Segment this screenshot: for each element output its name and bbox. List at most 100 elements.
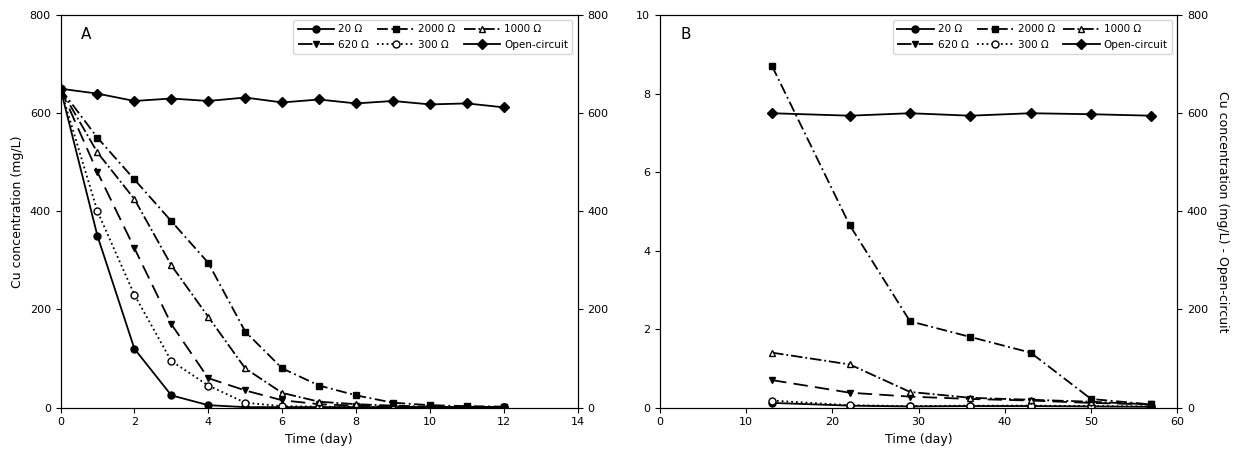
Open-circuit: [423, 101, 438, 107]
Open-circuit: [348, 101, 363, 106]
1000 Ω: [903, 389, 918, 395]
Text: A: A: [81, 27, 92, 42]
620 Ω: [963, 396, 978, 402]
620 Ω: [348, 403, 363, 409]
Open-circuit: [496, 105, 511, 110]
1000 Ω: [53, 86, 68, 91]
Line: 620 Ω: 620 Ω: [769, 377, 1154, 408]
X-axis label: Time (day): Time (day): [885, 433, 952, 446]
20 Ω: [311, 404, 326, 410]
300 Ω: [1084, 403, 1099, 409]
300 Ω: [496, 404, 511, 410]
620 Ω: [238, 388, 253, 393]
1000 Ω: [91, 150, 105, 155]
1000 Ω: [1023, 397, 1038, 403]
300 Ω: [201, 383, 216, 388]
Line: Open-circuit: Open-circuit: [769, 110, 1154, 119]
20 Ω: [963, 403, 978, 409]
1000 Ω: [1084, 399, 1099, 404]
620 Ω: [126, 245, 141, 251]
Line: 20 Ω: 20 Ω: [57, 85, 507, 410]
20 Ω: [91, 233, 105, 239]
Open-circuit: [386, 98, 401, 104]
300 Ω: [963, 403, 978, 409]
1000 Ω: [460, 404, 475, 410]
1000 Ω: [275, 390, 290, 396]
2000 Ω: [496, 404, 511, 409]
2000 Ω: [386, 400, 401, 405]
620 Ω: [842, 390, 857, 395]
20 Ω: [460, 404, 475, 410]
Line: 620 Ω: 620 Ω: [57, 85, 507, 410]
300 Ω: [1023, 403, 1038, 409]
Open-circuit: [1023, 111, 1038, 116]
Open-circuit: [1084, 112, 1099, 117]
620 Ω: [423, 404, 438, 410]
620 Ω: [765, 377, 780, 383]
20 Ω: [1084, 404, 1099, 409]
2000 Ω: [842, 223, 857, 228]
Line: Open-circuit: Open-circuit: [57, 85, 507, 111]
20 Ω: [1023, 403, 1038, 409]
2000 Ω: [238, 329, 253, 335]
2000 Ω: [201, 260, 216, 266]
1000 Ω: [348, 401, 363, 407]
300 Ω: [311, 404, 326, 409]
620 Ω: [1084, 400, 1099, 406]
20 Ω: [275, 404, 290, 410]
Open-circuit: [842, 113, 857, 118]
300 Ω: [423, 404, 438, 410]
Open-circuit: [238, 95, 253, 100]
Open-circuit: [963, 113, 978, 118]
Open-circuit: [765, 111, 780, 116]
Line: 1000 Ω: 1000 Ω: [57, 85, 507, 410]
20 Ω: [386, 404, 401, 410]
300 Ω: [460, 404, 475, 410]
1000 Ω: [311, 399, 326, 404]
300 Ω: [765, 398, 780, 403]
2000 Ω: [53, 86, 68, 91]
1000 Ω: [496, 404, 511, 410]
2000 Ω: [765, 64, 780, 69]
2000 Ω: [1084, 396, 1099, 402]
1000 Ω: [164, 263, 179, 268]
Open-circuit: [311, 97, 326, 102]
Open-circuit: [903, 111, 918, 116]
20 Ω: [765, 400, 780, 406]
Legend: 20 Ω, 620 Ω, 2000 Ω, 300 Ω, 1000 Ω, Open-circuit: 20 Ω, 620 Ω, 2000 Ω, 300 Ω, 1000 Ω, Open…: [294, 20, 573, 54]
Line: 300 Ω: 300 Ω: [769, 397, 1154, 410]
Text: B: B: [681, 27, 691, 42]
2000 Ω: [275, 366, 290, 371]
300 Ω: [126, 292, 141, 298]
620 Ω: [311, 401, 326, 407]
620 Ω: [275, 398, 290, 403]
300 Ω: [903, 403, 918, 409]
2000 Ω: [963, 334, 978, 340]
Line: 20 Ω: 20 Ω: [769, 399, 1154, 410]
Legend: 20 Ω, 620 Ω, 2000 Ω, 300 Ω, 1000 Ω, Open-circuit: 20 Ω, 620 Ω, 2000 Ω, 300 Ω, 1000 Ω, Open…: [893, 20, 1172, 54]
620 Ω: [201, 376, 216, 381]
Open-circuit: [1145, 113, 1159, 118]
Y-axis label: Cu concentration (mg/L) - Open-circuit: Cu concentration (mg/L) - Open-circuit: [1216, 90, 1229, 332]
300 Ω: [53, 86, 68, 91]
300 Ω: [386, 404, 401, 410]
Line: 2000 Ω: 2000 Ω: [57, 85, 507, 410]
Open-circuit: [53, 86, 68, 91]
20 Ω: [842, 403, 857, 409]
Open-circuit: [275, 100, 290, 105]
20 Ω: [1145, 404, 1159, 409]
2000 Ω: [1145, 402, 1159, 407]
Open-circuit: [91, 91, 105, 96]
300 Ω: [164, 358, 179, 364]
1000 Ω: [765, 350, 780, 356]
20 Ω: [164, 393, 179, 398]
20 Ω: [348, 404, 363, 410]
20 Ω: [496, 404, 511, 410]
2000 Ω: [423, 403, 438, 408]
Open-circuit: [201, 98, 216, 104]
1000 Ω: [238, 366, 253, 371]
620 Ω: [1145, 402, 1159, 407]
620 Ω: [53, 86, 68, 91]
Y-axis label: Cu concentration (mg/L): Cu concentration (mg/L): [11, 135, 24, 287]
Line: 300 Ω: 300 Ω: [57, 85, 507, 410]
